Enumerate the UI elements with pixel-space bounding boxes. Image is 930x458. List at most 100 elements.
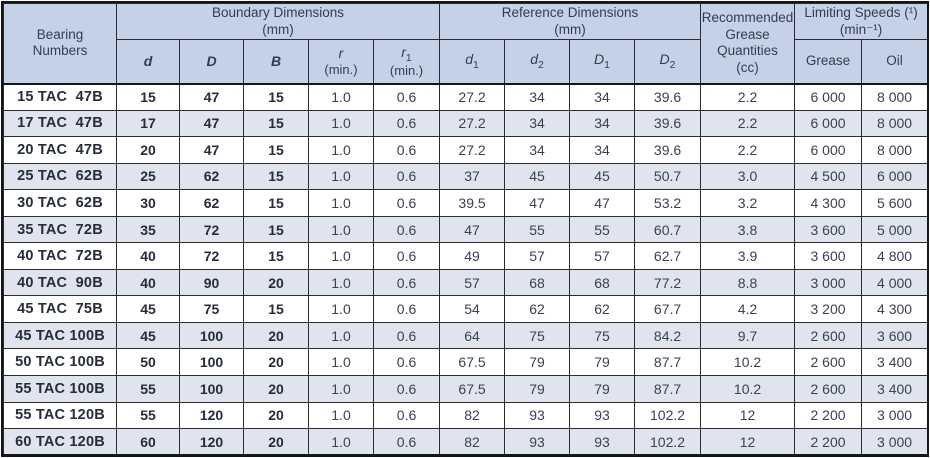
col-header-big-d1: D1 bbox=[569, 39, 636, 85]
value-cell: 3 400 bbox=[861, 375, 927, 403]
value-cell: 77.2 bbox=[634, 268, 702, 297]
value-cell: 15 bbox=[243, 136, 309, 164]
value-cell: 2.2 bbox=[700, 109, 796, 138]
value-cell: 0.6 bbox=[372, 215, 441, 244]
table-row: 30 TAC 62B 30 62 15 1.0 0.6 39.5 47 47 53.2 3.2 4 3… bbox=[3, 189, 927, 217]
header-sub-row: d D B r (min.) r1 (min.) bbox=[4, 39, 927, 85]
value-cell: 82 bbox=[439, 428, 506, 454]
value-cell: 0.6 bbox=[372, 348, 441, 377]
value-cell: 93 bbox=[504, 401, 571, 430]
value-cell: 1.0 bbox=[308, 109, 374, 138]
value-cell: 47 bbox=[504, 189, 571, 217]
value-cell: 40 bbox=[116, 268, 180, 297]
value-cell: 0.6 bbox=[372, 162, 441, 191]
col-header-d2: d2 bbox=[504, 39, 571, 85]
table-row: 15 TAC 47B 15 47 15 1.0 0.6 27.2 34 34 39.6 2.2 6 0… bbox=[3, 83, 927, 111]
value-cell: 55 bbox=[116, 401, 180, 430]
value-cell: 100 bbox=[179, 321, 244, 350]
value-cell: 47 bbox=[179, 83, 244, 111]
value-cell: 64 bbox=[439, 321, 506, 350]
value-cell: 3 600 bbox=[794, 215, 863, 244]
value-cell: 50.7 bbox=[634, 162, 702, 191]
value-cell: 20 bbox=[243, 321, 309, 350]
table-row: 55 TAC 120B 55 120 20 1.0 0.6 82 93 93 102.2 12 2 2… bbox=[3, 401, 927, 430]
table-header: Bearing Numbers Boundary Dimensions (mm)… bbox=[3, 3, 927, 85]
value-cell: 75 bbox=[569, 321, 636, 350]
col-header-d1: d1 bbox=[439, 39, 506, 85]
value-cell: 2 200 bbox=[794, 428, 863, 454]
bearing-number-cell: 17 TAC 47B bbox=[3, 109, 117, 138]
value-cell: 93 bbox=[569, 401, 636, 430]
bearing-number-cell: 25 TAC 62B bbox=[3, 162, 117, 191]
value-cell: 1.0 bbox=[308, 136, 374, 164]
bearing-number-cell: 30 TAC 62B bbox=[3, 189, 117, 217]
value-cell: 87.7 bbox=[634, 375, 702, 403]
value-cell: 3 600 bbox=[861, 321, 927, 350]
bearing-number-cell: 45 TAC 100B bbox=[3, 321, 117, 350]
value-cell: 3 000 bbox=[861, 401, 927, 430]
table-row: 40 TAC 90B 40 90 20 1.0 0.6 57 68 68 77.2 8.8 3 000… bbox=[3, 268, 927, 297]
value-cell: 3 600 bbox=[794, 242, 863, 270]
value-cell: 62 bbox=[504, 295, 571, 323]
table-row: 50 TAC 100B 50 100 20 1.0 0.6 67.5 79 79 87.7 10.2… bbox=[3, 348, 927, 377]
bearing-number-cell: 40 TAC 90B bbox=[3, 268, 117, 297]
value-cell: 45 bbox=[116, 295, 180, 323]
table-row: 60 TAC 120B 60 120 20 1.0 0.6 82 93 93 102.2 12 2 2… bbox=[3, 428, 927, 454]
value-cell: 15 bbox=[243, 189, 309, 217]
bearing-number-cell: 60 TAC 120B bbox=[3, 428, 117, 454]
value-cell: 62 bbox=[179, 189, 244, 217]
value-cell: 79 bbox=[504, 348, 571, 377]
value-cell: 100 bbox=[179, 375, 244, 403]
bearing-number-cell: 50 TAC 100B bbox=[3, 348, 117, 377]
value-cell: 1.0 bbox=[308, 348, 374, 377]
value-cell: 75 bbox=[179, 295, 244, 323]
value-cell: 0.6 bbox=[372, 189, 441, 217]
value-cell: 8 000 bbox=[861, 136, 927, 164]
value-cell: 0.6 bbox=[372, 268, 441, 297]
value-cell: 50 bbox=[116, 348, 180, 377]
value-cell: 39.6 bbox=[634, 109, 702, 138]
bearing-dimensions-table: Bearing Numbers Boundary Dimensions (mm)… bbox=[3, 3, 927, 454]
col-header-big-d2: D2 bbox=[634, 39, 702, 85]
value-cell: 3 400 bbox=[861, 348, 927, 377]
value-cell: 10.2 bbox=[700, 375, 796, 403]
value-cell: 82 bbox=[439, 401, 506, 430]
value-cell: 1.0 bbox=[308, 268, 374, 297]
value-cell: 120 bbox=[179, 428, 244, 454]
value-cell: 37 bbox=[439, 162, 506, 191]
value-cell: 1.0 bbox=[308, 162, 374, 191]
table-row: 45 TAC 75B 45 75 15 1.0 0.6 54 62 62 67.7 4.2 3 200… bbox=[3, 295, 927, 323]
value-cell: 0.6 bbox=[372, 401, 441, 430]
value-cell: 4 800 bbox=[861, 242, 927, 270]
value-cell: 0.6 bbox=[372, 83, 441, 111]
value-cell: 6 000 bbox=[794, 136, 863, 164]
value-cell: 20 bbox=[243, 428, 309, 454]
value-cell: 1.0 bbox=[308, 428, 374, 454]
value-cell: 1.0 bbox=[308, 321, 374, 350]
value-cell: 39.6 bbox=[634, 83, 702, 111]
table-body: 15 TAC 47B 15 47 15 1.0 0.6 27.2 34 34 39.6 2.2 6 0… bbox=[3, 83, 927, 454]
value-cell: 3.0 bbox=[700, 162, 796, 191]
value-cell: 5 000 bbox=[861, 215, 927, 244]
value-cell: 57 bbox=[504, 242, 571, 270]
value-cell: 39.6 bbox=[634, 136, 702, 164]
value-cell: 2 600 bbox=[794, 321, 863, 350]
bearing-number-cell: 45 TAC 75B bbox=[3, 295, 117, 323]
value-cell: 55 bbox=[569, 215, 636, 244]
value-cell: 20 bbox=[243, 348, 309, 377]
value-cell: 0.6 bbox=[372, 295, 441, 323]
value-cell: 0.6 bbox=[372, 428, 441, 454]
value-cell: 34 bbox=[569, 109, 636, 138]
value-cell: 8 000 bbox=[861, 109, 927, 138]
table-row: 45 TAC 100B 45 100 20 1.0 0.6 64 75 75 84.2 9.7 2 6… bbox=[3, 321, 927, 350]
value-cell: 67.5 bbox=[439, 375, 506, 403]
col-header-d: d bbox=[116, 39, 180, 85]
value-cell: 45 bbox=[504, 162, 571, 191]
value-cell: 47 bbox=[179, 109, 244, 138]
value-cell: 34 bbox=[569, 83, 636, 111]
value-cell: 57 bbox=[569, 242, 636, 270]
value-cell: 54 bbox=[439, 295, 506, 323]
value-cell: 0.6 bbox=[372, 375, 441, 403]
